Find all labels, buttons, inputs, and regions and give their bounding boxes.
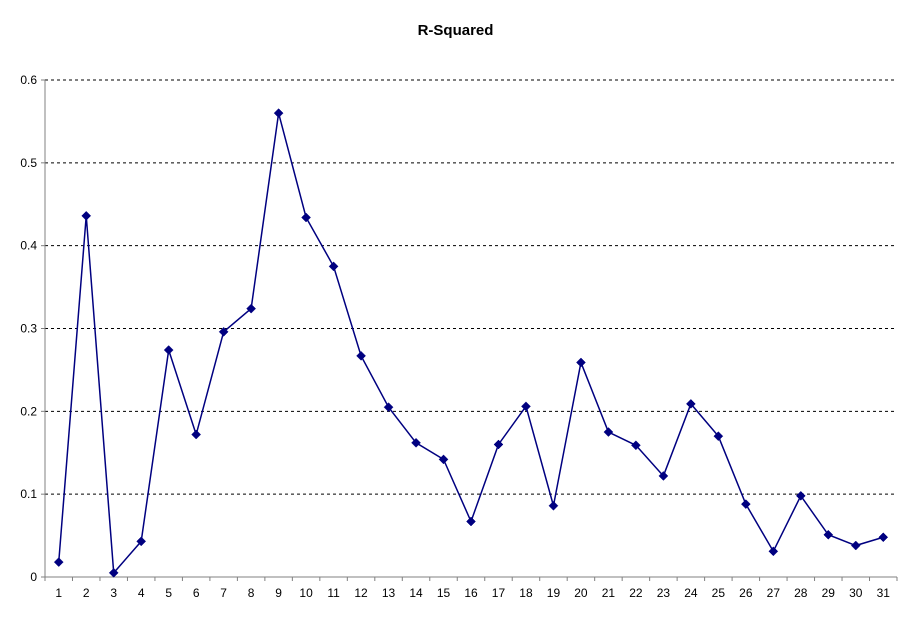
x-tick-label: 9 <box>275 586 282 600</box>
data-point-13 <box>383 402 394 413</box>
y-tick-label: 0.5 <box>20 156 37 170</box>
series-0-line <box>57 112 884 575</box>
x-tick-label: 24 <box>684 586 698 600</box>
y-tick-labels: 0 0.1 0.2 0.3 0.4 0.5 0.6 <box>20 73 37 584</box>
y-tick-label: 0.3 <box>20 322 37 336</box>
data-markers <box>53 108 889 578</box>
data-point-7 <box>218 326 229 337</box>
data-point-2 <box>81 210 92 221</box>
y-tick-label: 0.1 <box>20 487 37 501</box>
x-tick-label: 16 <box>464 586 478 600</box>
y-tick-label: 0.2 <box>20 404 37 418</box>
data-point-23 <box>658 471 669 481</box>
data-point-26 <box>740 499 751 509</box>
x-tick-label: 19 <box>547 586 561 600</box>
data-point-4 <box>136 536 147 547</box>
data-point-12 <box>356 350 366 361</box>
data-point-16 <box>466 516 476 527</box>
x-tick-label: 13 <box>382 586 396 600</box>
data-point-21 <box>603 427 614 437</box>
x-tick-label: 3 <box>110 586 117 600</box>
x-tick-label: 20 <box>574 586 588 600</box>
data-point-8 <box>246 303 256 314</box>
x-tick-label: 11 <box>327 586 340 600</box>
x-tick-label: 17 <box>492 586 506 600</box>
data-point-19 <box>548 500 559 511</box>
data-point-10 <box>301 212 311 223</box>
data-point-22 <box>631 440 641 451</box>
x-tick-label: 18 <box>519 586 533 600</box>
x-tick-label: 8 <box>248 586 255 600</box>
x-tick-label: 5 <box>165 586 172 600</box>
x-tick-label: 14 <box>409 586 423 600</box>
x-tick-label: 12 <box>354 586 368 600</box>
data-point-30 <box>850 540 861 551</box>
y-tick-label: 0.4 <box>20 239 37 253</box>
x-tick-labels: 1 2 3 4 5 6 7 8 9 10 11 12 13 14 15 16 17 18 19 20 21 22 23 24 2… <box>55 586 890 600</box>
x-tick-label: 29 <box>822 586 836 600</box>
x-tick-label: 15 <box>437 586 451 600</box>
x-tick-label: 25 <box>712 586 726 600</box>
y-tick-label: 0.6 <box>20 73 37 87</box>
data-point-9 <box>273 108 284 118</box>
data-point-20 <box>576 357 586 368</box>
x-tick-label: 30 <box>849 586 863 600</box>
x-tick-label: 27 <box>767 586 781 600</box>
x-tick-label: 2 <box>83 586 90 600</box>
axes <box>41 79 898 581</box>
x-tick-label: 31 <box>877 586 891 600</box>
data-point-17 <box>493 439 504 450</box>
x-tick-label: 1 <box>55 586 62 600</box>
x-tick-label: 22 <box>629 586 643 600</box>
data-point-1 <box>53 557 64 567</box>
data-point-28 <box>795 490 806 501</box>
data-point-11 <box>328 261 339 272</box>
data-point-3 <box>108 568 119 578</box>
data-point-31 <box>878 532 889 543</box>
series-line <box>57 112 884 575</box>
x-tick-label: 10 <box>299 586 313 600</box>
data-point-15 <box>438 454 449 465</box>
data-point-6 <box>191 429 202 440</box>
gridlines <box>45 79 897 495</box>
data-point-29 <box>823 529 834 540</box>
data-point-24 <box>686 399 696 409</box>
x-tick-label: 26 <box>739 586 753 600</box>
data-point-14 <box>411 437 421 448</box>
data-point-5 <box>163 345 174 355</box>
x-tick-label: 7 <box>220 586 227 600</box>
x-tick-label: 4 <box>138 586 145 600</box>
chart-title: R-Squared <box>417 22 494 39</box>
x-tick-label: 6 <box>193 586 200 600</box>
x-tick-label: 28 <box>794 586 808 600</box>
data-point-27 <box>768 546 779 557</box>
data-point-25 <box>713 431 724 442</box>
data-point-18 <box>521 401 531 412</box>
x-tick-label: 21 <box>602 586 616 600</box>
x-tick-label: 23 <box>657 586 671 600</box>
y-tick-label: 0 <box>30 570 37 584</box>
